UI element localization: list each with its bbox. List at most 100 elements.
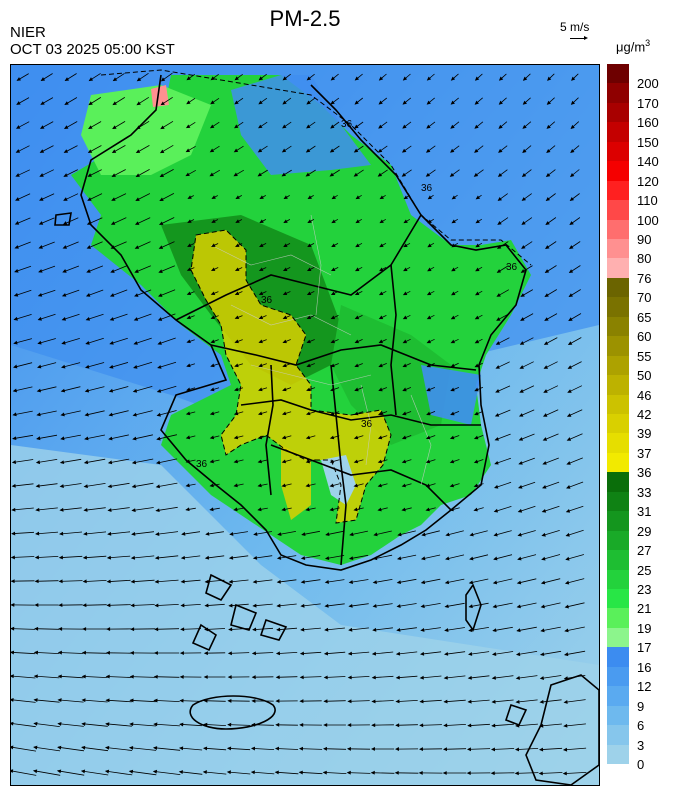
wind-arrowhead [134, 269, 139, 273]
wind-arrow [300, 676, 322, 678]
wind-arrowhead [563, 699, 568, 704]
wind-arrowhead [305, 459, 311, 464]
wind-arrowhead [39, 197, 44, 201]
wind-arrowhead [252, 556, 258, 560]
wind-arrowhead [11, 579, 15, 584]
wind-arrowhead [354, 363, 359, 368]
wind-arrowhead [282, 315, 288, 320]
wind-arrow [85, 362, 105, 368]
wind-arrowhead [521, 197, 527, 201]
wind-arrow [61, 410, 81, 416]
wind-scale-label: 5 m/s [560, 20, 590, 34]
wind-arrowhead [378, 315, 384, 320]
wind-arrowhead [136, 77, 142, 82]
contour-label: 36 [261, 295, 273, 306]
wind-arrowhead [129, 674, 134, 679]
legend-swatch [607, 64, 629, 84]
wind-arrow [156, 458, 178, 464]
wind-arrow [540, 699, 562, 703]
wind-arrow [108, 482, 130, 488]
wind-arrowhead [562, 747, 568, 752]
wind-arrowhead [130, 555, 136, 560]
wind-arrowhead [14, 245, 19, 249]
wind-arrowhead [106, 603, 111, 608]
wind-arrowhead [60, 364, 66, 369]
wind-arrow [563, 747, 587, 751]
wind-arrowhead [355, 195, 360, 200]
wind-arrowhead [564, 580, 570, 585]
wind-arrowhead [395, 699, 400, 704]
wind-arrowhead [135, 173, 140, 178]
wind-arrowhead [445, 556, 450, 561]
wind-arrowhead [306, 387, 311, 392]
wind-arrow [130, 676, 156, 678]
wind-arrowhead [57, 745, 62, 750]
wind-arrow [469, 578, 489, 584]
wind-arrow [229, 603, 249, 607]
wind-arrowhead [449, 435, 455, 440]
wind-arrow [299, 771, 323, 775]
wind-arrowhead [373, 532, 378, 537]
wind-arrowhead [403, 267, 408, 272]
wind-arrowhead [497, 172, 503, 177]
wind-arrowhead [251, 651, 257, 656]
wind-arrowhead [514, 771, 519, 776]
wind-arrowhead [306, 291, 312, 295]
wind-arrowhead [109, 340, 114, 345]
wind-arrowhead [491, 723, 496, 728]
wind-arrowhead [134, 245, 140, 249]
wind-arrowhead [105, 650, 110, 655]
wind-arrow [157, 385, 177, 393]
wind-arrowhead [86, 269, 91, 273]
wind-arrow [130, 699, 156, 703]
wind-arrowhead [59, 531, 64, 536]
wind-arrow [179, 747, 203, 751]
wind-arrowhead [450, 387, 455, 392]
legend-swatch [607, 258, 629, 279]
wind-arrow [180, 700, 202, 702]
legend-swatch [607, 102, 629, 123]
wind-arrowhead [258, 315, 264, 320]
wind-arrowhead [396, 628, 401, 632]
wind-arrowhead [81, 745, 86, 750]
wind-arrowhead [105, 674, 110, 679]
legend-label: 160 [637, 115, 659, 131]
wind-arrow [105, 747, 133, 751]
legend-label: 19 [637, 620, 652, 636]
wind-arrowhead [495, 389, 500, 393]
wind-arrowhead [233, 411, 239, 416]
wind-arrowhead [14, 221, 20, 225]
wind-arrowhead [323, 675, 328, 680]
wind-arrowhead [234, 100, 239, 105]
wind-arrowhead [330, 411, 335, 416]
wind-arrowhead [300, 556, 306, 560]
wind-arrowhead [282, 411, 287, 416]
wind-arrowhead [251, 722, 256, 727]
wind-arrow [348, 651, 370, 655]
wind-arrowhead [305, 507, 310, 512]
wind-arrowhead [518, 437, 524, 441]
wind-arrowhead [547, 76, 552, 81]
wind-arrow [516, 651, 538, 655]
wind-arrowhead [13, 292, 19, 297]
wind-arrowhead [258, 387, 263, 392]
wind-arrowhead [420, 604, 425, 609]
wind-arrow [156, 482, 178, 488]
wind-arrow [420, 724, 442, 726]
wind-arrowhead [204, 555, 210, 560]
wind-arrowhead [450, 76, 456, 81]
wind-arrowhead [329, 172, 334, 177]
wind-arrow [228, 652, 250, 654]
wind-arrowhead [538, 747, 544, 752]
wind-arrowhead [347, 675, 352, 680]
wind-arrow [85, 410, 105, 416]
wind-arrow [565, 554, 585, 560]
wind-arrowhead [152, 769, 158, 774]
legend-label: 37 [637, 445, 652, 461]
wind-arrow [57, 746, 85, 752]
wind-arrowhead [425, 507, 430, 512]
wind-arrow [348, 700, 370, 702]
wind-arrowhead [543, 389, 548, 393]
wind-arrowhead [371, 675, 376, 680]
wind-arrowhead [544, 269, 550, 274]
